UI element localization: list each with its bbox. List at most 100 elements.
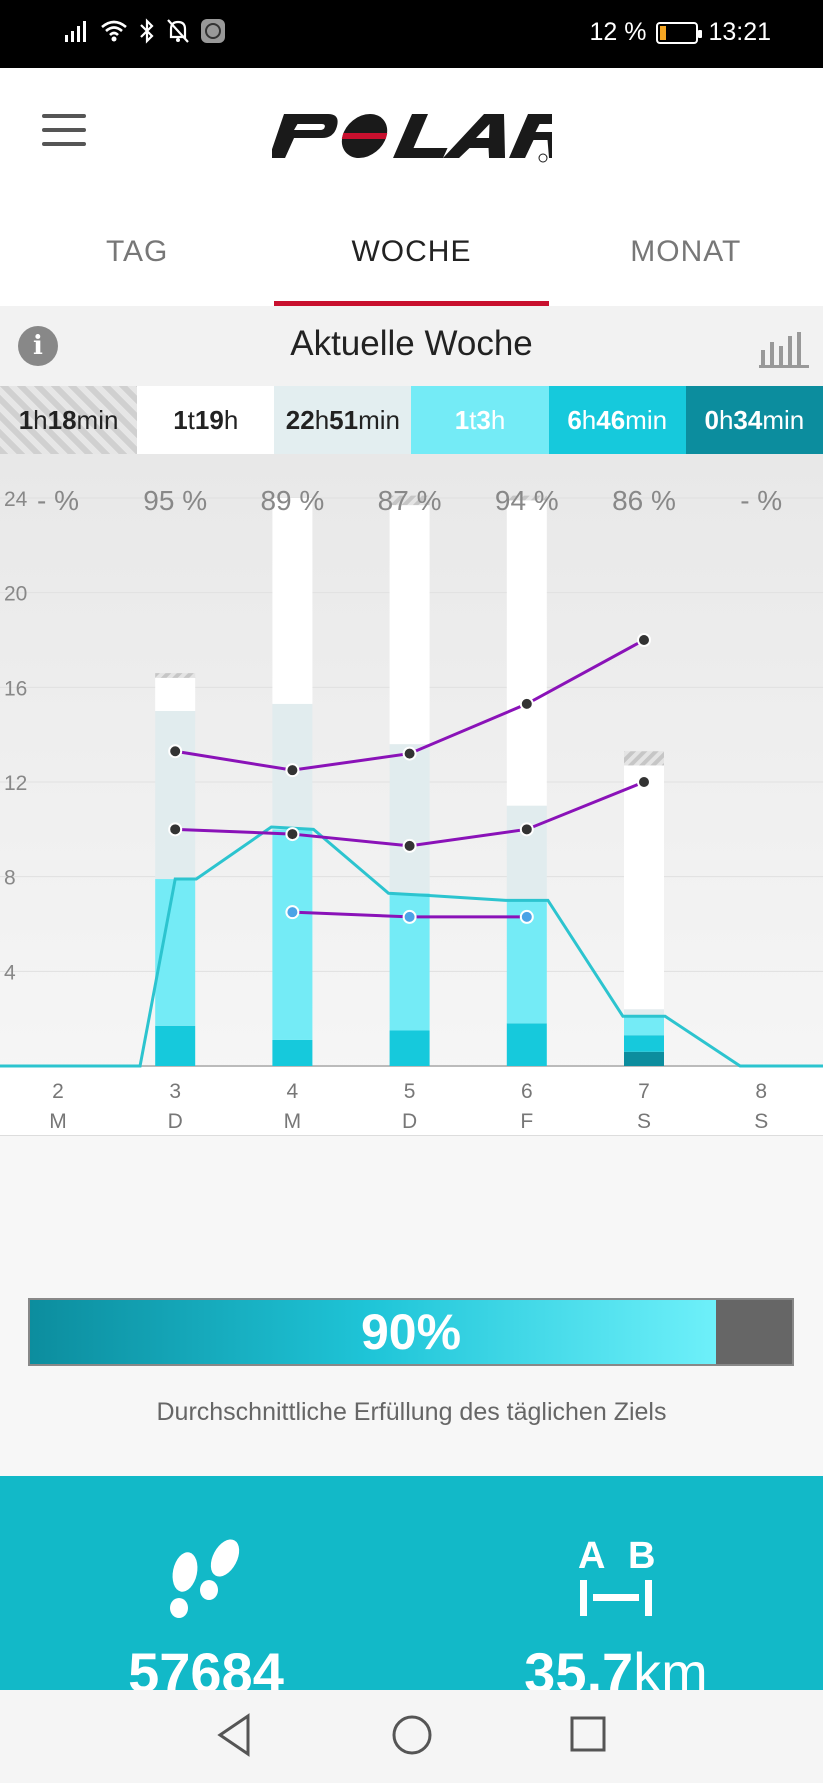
y-tick-label: 12 <box>4 772 27 795</box>
day-letter-label: S <box>637 1110 651 1133</box>
week-header: i Aktuelle Woche <box>0 306 823 386</box>
trend-point <box>285 763 300 778</box>
back-icon[interactable] <box>214 1712 254 1758</box>
day-goal-percent: 95 % <box>143 485 207 516</box>
trend-point <box>168 744 183 759</box>
day-letter-label: S <box>754 1110 768 1133</box>
tab-day[interactable]: TAG <box>105 235 169 268</box>
bar-segment-mid <box>272 1039 313 1066</box>
bar-segment-white <box>624 765 664 1010</box>
day-letter-label: M <box>49 1110 67 1133</box>
bar-segment-pale <box>624 1009 664 1017</box>
bar-segment-hatch <box>389 495 430 506</box>
summary-sitting: 22 h 51 min <box>274 386 412 454</box>
training-point <box>285 905 300 920</box>
week-title: Aktuelle Woche <box>290 324 533 363</box>
day-letter-label: F <box>520 1110 533 1133</box>
summary-medium-activity: 6 h 46 min <box>548 386 686 454</box>
trend-point <box>402 838 417 853</box>
bar-segment-dark <box>624 1051 664 1066</box>
info-icon[interactable]: i <box>18 326 58 366</box>
label-a: A <box>578 1535 605 1577</box>
bar-segment-white <box>272 498 313 704</box>
battery-icon <box>656 21 703 44</box>
summary-sleep: 1 h 18 min <box>0 386 138 454</box>
bar-segment-mid <box>155 1025 196 1066</box>
a-b-distance-icon: A B <box>578 1535 655 1616</box>
wifi-icon <box>101 20 127 42</box>
bar-segment-mid <box>506 1023 547 1066</box>
day-number-label: 8 <box>755 1080 767 1103</box>
battery-percent: 12 % <box>589 18 647 46</box>
training-point <box>519 909 534 924</box>
trend-point <box>168 822 183 837</box>
y-tick-label: 8 <box>4 867 16 890</box>
tab-week[interactable]: WOCHE <box>274 198 549 306</box>
bar-segment-pale <box>155 711 196 880</box>
day-number-label: 6 <box>521 1080 533 1103</box>
day-number-label: 3 <box>169 1080 181 1103</box>
trend-point <box>285 827 300 842</box>
period-tabs: TAG WOCHE MONAT <box>0 198 823 306</box>
day-goal-percent: 89 % <box>260 485 324 516</box>
y-tick-label: 16 <box>4 677 27 700</box>
polar-logo <box>272 114 552 163</box>
goal-progress-value: 90% <box>360 1304 462 1360</box>
bar-segment-white <box>155 677 196 711</box>
day-number-label: 2 <box>52 1080 64 1103</box>
weekly-activity-chart-svg: 24 20 16 12 8 4 - % 2 M 95 % 3 D 89 % 4 M 87 % 5 D 94 % 6 F 8… <box>0 485 823 1136</box>
home-icon[interactable] <box>390 1712 434 1758</box>
goal-progress-section: 90% Durchschnittliche Erfüllung des tägl… <box>0 1136 823 1476</box>
trend-point <box>637 775 651 789</box>
bluetooth-icon <box>140 18 154 44</box>
bar-segment-pale <box>506 805 547 901</box>
day-goal-percent: 94 % <box>495 485 559 516</box>
clock: 13:21 <box>708 18 771 46</box>
y-tick-label: 24 <box>4 488 28 511</box>
bar-segment-light <box>272 829 313 1040</box>
goal-progress-fill <box>30 1300 716 1364</box>
stats-panel: 57684 A B 35,7km <box>0 1476 823 1704</box>
x-axis-band <box>0 1067 823 1136</box>
goal-progress-bar: 90% <box>28 1298 794 1366</box>
bell-muted-icon <box>167 19 189 43</box>
trend-point <box>519 822 534 837</box>
bar-segment-light <box>624 1016 664 1036</box>
bar-segment-white <box>389 505 430 745</box>
trend-point <box>519 696 534 711</box>
day-number-label: 4 <box>287 1080 299 1103</box>
trend-point <box>637 633 651 647</box>
weekly-activity-chart: 24 20 16 12 8 4 - % 2 M 95 % 3 D 89 % 4 M 87 % 5 D 94 % 6 F 8… <box>0 454 823 1136</box>
day-goal-percent: - % <box>740 485 782 516</box>
bar-segment-mid <box>389 1030 430 1066</box>
steps-stat[interactable]: 57684 <box>56 1528 356 1704</box>
bar-segment-mid <box>624 1035 664 1052</box>
summary-high-activity: 0 h 34 min <box>685 386 823 454</box>
recent-apps-icon[interactable] <box>568 1712 608 1758</box>
summary-rest: 1 t 19 h <box>137 386 275 454</box>
app-notification-icon <box>201 19 225 43</box>
system-nav-bar <box>0 1690 823 1783</box>
footprints-icon <box>170 1539 240 1618</box>
day-letter-label: D <box>168 1110 183 1133</box>
day-goal-percent: 86 % <box>612 485 676 516</box>
training-point <box>402 909 417 924</box>
signal-icon <box>65 21 86 42</box>
bar-segment-hatch <box>506 495 547 501</box>
bar-segment-white <box>506 500 547 806</box>
distance-stat[interactable]: A B 35,7km <box>466 1528 766 1704</box>
day-letter-label: M <box>284 1110 302 1133</box>
activity-line <box>0 825 823 1068</box>
trend-point <box>402 746 417 761</box>
bar-segment-hatch <box>155 673 196 678</box>
y-tick-label: 20 <box>4 583 27 606</box>
bar-chart-icon[interactable] <box>759 330 809 368</box>
day-number-label: 5 <box>404 1080 416 1103</box>
tab-month[interactable]: MONAT <box>630 235 742 268</box>
day-letter-label: D <box>402 1110 417 1133</box>
hamburger-menu-icon[interactable] <box>42 114 86 146</box>
bar-segment-hatch <box>624 751 664 766</box>
status-icons <box>64 18 226 44</box>
